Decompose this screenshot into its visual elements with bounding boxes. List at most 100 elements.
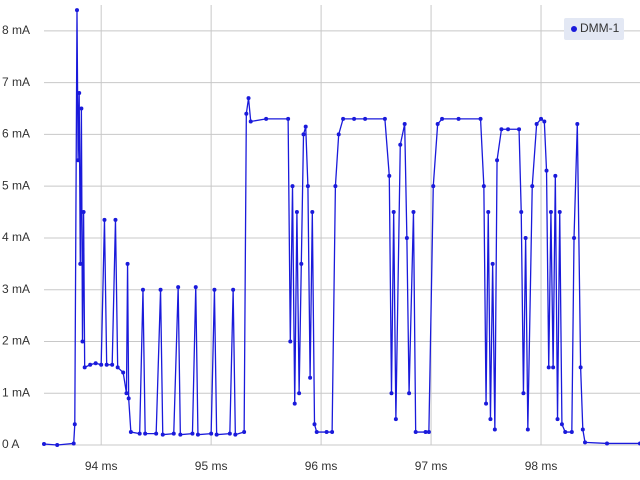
data-point (81, 210, 86, 215)
data-point (137, 431, 142, 436)
data-point (402, 122, 407, 127)
data-point (557, 210, 562, 215)
legend-box (564, 18, 624, 40)
data-point (227, 431, 232, 436)
data-point (288, 339, 293, 344)
data-point (314, 430, 319, 435)
data-point (294, 210, 299, 215)
data-point (214, 432, 219, 437)
data-point (303, 124, 308, 129)
data-point (209, 431, 214, 436)
x-tick-label: 96 ms (305, 459, 338, 473)
data-point (431, 184, 436, 189)
data-point (336, 132, 341, 137)
data-point (312, 422, 317, 427)
data-point (363, 116, 368, 121)
data-point (212, 287, 217, 292)
data-point (478, 116, 483, 121)
data-point (456, 116, 461, 121)
data-line (43, 10, 640, 446)
data-point (231, 287, 236, 292)
data-point (521, 391, 526, 396)
x-tick-label: 95 ms (195, 459, 228, 473)
legend-marker (571, 26, 577, 32)
data-point (539, 116, 544, 121)
data-point (115, 365, 120, 370)
data-point (324, 430, 329, 435)
data-point (233, 432, 238, 437)
data-point (178, 432, 183, 437)
x-tick-label: 98 ms (525, 459, 558, 473)
data-point (553, 173, 558, 178)
data-point (246, 96, 251, 101)
data-point (583, 440, 588, 445)
legend: DMM-1 (564, 18, 624, 40)
data-point (286, 116, 291, 121)
data-point (382, 116, 387, 121)
data-point (80, 339, 85, 344)
data-point (542, 119, 547, 124)
data-point (102, 217, 107, 222)
data-point (140, 287, 145, 292)
data-point (290, 184, 295, 189)
data-point (534, 122, 539, 127)
x-tick-label: 94 ms (85, 459, 118, 473)
data-point (563, 430, 568, 435)
data-point (426, 430, 431, 435)
data-point (76, 158, 81, 163)
data-point (488, 417, 493, 422)
data-point (190, 431, 195, 436)
data-point (104, 362, 109, 367)
data-point (333, 184, 338, 189)
data-point (423, 430, 428, 435)
data-point (519, 210, 524, 215)
data-point (93, 361, 98, 366)
data-point (572, 235, 577, 240)
y-tick-label: 8 mA (2, 23, 30, 37)
data-point (72, 422, 77, 427)
data-point (292, 401, 297, 406)
data-point (330, 430, 335, 435)
data-point (125, 261, 130, 266)
data-point (544, 168, 549, 173)
data-point (387, 173, 392, 178)
data-point (301, 132, 306, 137)
data-point (569, 430, 574, 435)
data-point (578, 365, 583, 370)
data-point (548, 210, 553, 215)
data-point (82, 365, 87, 370)
data-point (523, 235, 528, 240)
data-point (121, 370, 126, 375)
data-point (242, 430, 247, 435)
data-point (499, 127, 504, 132)
data-point (310, 210, 315, 215)
data-point (506, 127, 511, 132)
data-point (525, 427, 530, 432)
data-point (42, 441, 46, 446)
data-point (74, 8, 79, 13)
data-point (411, 210, 416, 215)
data-point (546, 365, 551, 370)
data-point (398, 142, 403, 147)
data-point (495, 158, 500, 163)
data-point (154, 431, 159, 436)
data-point (440, 116, 445, 121)
data-point (341, 116, 346, 121)
data-point (195, 432, 200, 437)
data-point (55, 443, 60, 447)
y-tick-label: 7 mA (2, 75, 30, 89)
data-point (407, 391, 412, 396)
data-point (143, 431, 148, 436)
data-point (490, 261, 495, 266)
data-point (575, 122, 580, 127)
data-point (389, 391, 394, 396)
y-tick-label: 5 mA (2, 178, 30, 192)
data-point (297, 391, 302, 396)
x-tick-label: 97 ms (415, 459, 448, 473)
data-point (160, 432, 165, 437)
data-point (517, 127, 522, 132)
data-point (352, 116, 357, 121)
data-point (124, 391, 129, 396)
data-point (264, 116, 269, 121)
